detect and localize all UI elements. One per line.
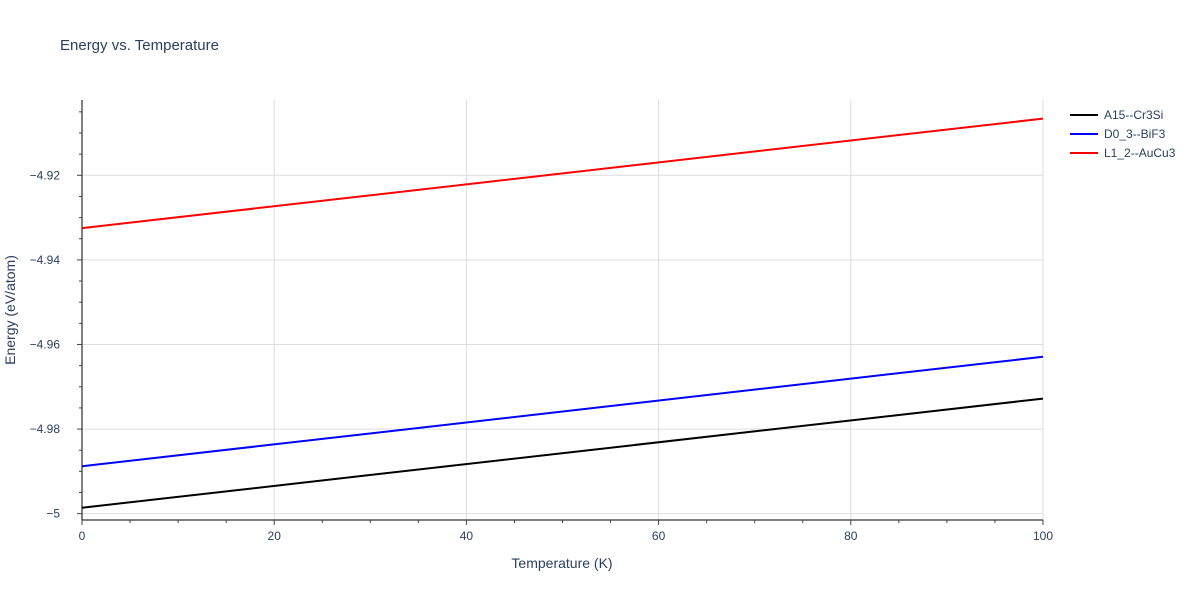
tick-labels: 0 20 40 60 80 100 −5 −4.98 −4.96 −4.94 −4.92: [30, 168, 1054, 543]
legend-item[interactable]: A15--Cr3Si: [1070, 108, 1163, 122]
x-tick-label: 20: [268, 529, 282, 543]
gridlines: [82, 100, 1044, 520]
legend-label: A15--Cr3Si: [1104, 108, 1163, 122]
legend-label: L1_2--AuCu3: [1104, 146, 1176, 160]
y-tick-label: −4.92: [30, 168, 61, 182]
chart-title: Energy vs. Temperature: [60, 37, 219, 54]
series-lines: [81, 117, 1044, 509]
legend-item[interactable]: L1_2--AuCu3: [1070, 146, 1176, 160]
x-tick-label: 80: [844, 529, 858, 543]
legend-label: D0_3--BiF3: [1104, 127, 1166, 141]
y-tick-label: −4.96: [30, 337, 61, 351]
series-line-1[interactable]: [81, 397, 1044, 509]
x-tick-label: 40: [460, 529, 474, 543]
y-tick-label: −4.98: [30, 422, 61, 436]
x-tick-label: 0: [79, 529, 86, 543]
x-tick-label: 100: [1033, 529, 1053, 543]
y-tick-label: −4.94: [30, 253, 61, 267]
x-axis-title: Temperature (K): [511, 555, 612, 571]
y-axis-title: Energy (eV/atom): [2, 255, 18, 365]
axes: [77, 100, 1044, 525]
series-line-3[interactable]: [81, 117, 1044, 230]
x-tick-label: 60: [652, 529, 666, 543]
series-line-2[interactable]: [81, 355, 1044, 468]
y-tick-label: −5: [46, 507, 60, 521]
legend-item[interactable]: D0_3--BiF3: [1070, 127, 1166, 141]
legend[interactable]: A15--Cr3Si D0_3--BiF3 L1_2--AuCu3: [1070, 108, 1176, 160]
